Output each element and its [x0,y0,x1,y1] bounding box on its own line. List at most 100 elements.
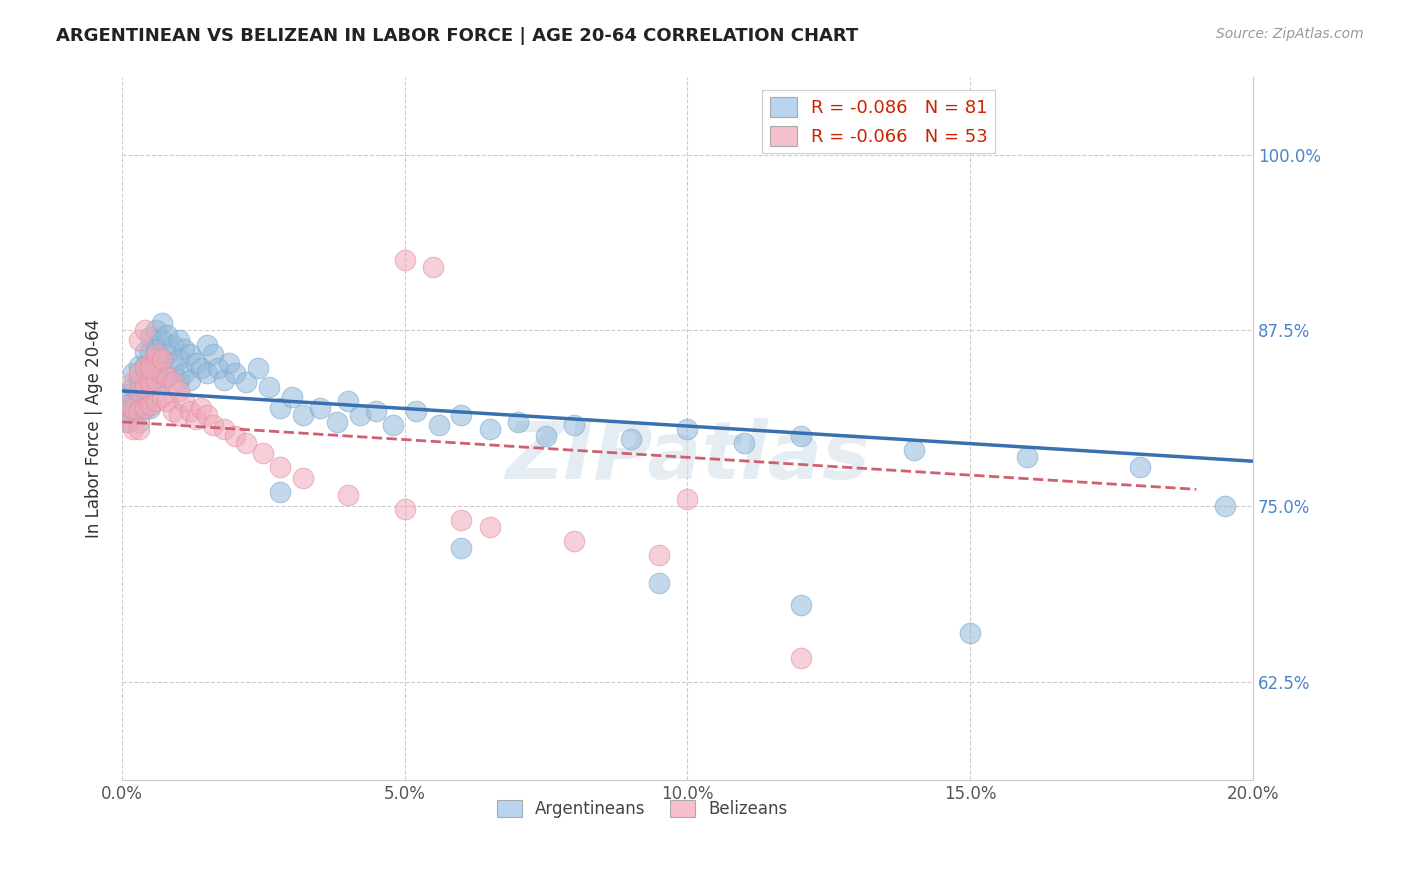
Point [201,347,224,361]
Point [280,390,302,404]
Point [122,401,145,415]
Point [450,541,472,556]
Point [1129,459,1152,474]
Text: Source: ZipAtlas.com: Source: ZipAtlas.com [1216,27,1364,41]
Point [134,361,156,376]
Point [128,415,150,429]
Point [150,351,173,366]
Point [139,380,162,394]
Point [128,422,150,436]
Point [139,376,162,390]
Point [122,422,145,436]
Point [534,429,557,443]
Point [179,403,201,417]
Y-axis label: In Labor Force | Age 20-64: In Labor Force | Age 20-64 [86,319,103,539]
Point [309,401,332,415]
Point [478,520,501,534]
Point [450,513,472,527]
Point [156,347,179,361]
Point [134,380,156,394]
Point [134,323,156,337]
Point [179,373,201,387]
Point [150,366,173,380]
Point [128,401,150,415]
Point [117,398,139,412]
Point [252,446,274,460]
Point [128,386,150,401]
Point [128,334,150,348]
Point [150,317,173,331]
Point [422,260,444,275]
Point [450,408,472,422]
Point [269,459,291,474]
Point [291,408,314,422]
Point [128,384,150,398]
Point [224,366,246,380]
Point [1015,450,1038,464]
Point [173,342,195,356]
Point [789,651,811,665]
Point [162,376,184,390]
Point [195,408,218,422]
Point [117,401,139,415]
Point [139,356,162,370]
Point [733,436,755,450]
Point [337,488,360,502]
Point [134,359,156,373]
Point [128,403,150,417]
Point [139,366,162,380]
Point [122,376,145,390]
Point [218,356,240,370]
Text: ARGENTINEAN VS BELIZEAN IN LABOR FORCE | AGE 20-64 CORRELATION CHART: ARGENTINEAN VS BELIZEAN IN LABOR FORCE |… [56,27,859,45]
Point [162,337,184,351]
Point [117,415,139,429]
Point [122,366,145,380]
Point [620,432,643,446]
Point [190,401,212,415]
Point [117,386,139,401]
Point [224,429,246,443]
Point [506,415,529,429]
Point [156,369,179,384]
Point [134,401,156,415]
Point [269,401,291,415]
Point [427,417,450,432]
Point [145,342,167,356]
Point [903,442,925,457]
Point [122,393,145,408]
Point [117,415,139,429]
Point [128,373,150,387]
Point [789,598,811,612]
Point [139,344,162,359]
Point [139,398,162,412]
Point [145,323,167,337]
Point [366,403,388,417]
Point [162,403,184,417]
Point [269,485,291,500]
Point [326,415,349,429]
Point [150,373,173,387]
Point [167,334,190,348]
Point [478,422,501,436]
Point [394,502,416,516]
Point [789,429,811,443]
Point [156,393,179,408]
Point [128,366,150,380]
Point [405,403,427,417]
Point [150,390,173,404]
Point [173,393,195,408]
Point [134,344,156,359]
Point [134,380,156,394]
Point [235,436,257,450]
Point [150,334,173,348]
Point [139,361,162,376]
Point [145,393,167,408]
Point [145,366,167,380]
Point [291,471,314,485]
Point [564,417,586,432]
Point [173,366,195,380]
Point [207,361,229,376]
Point [648,549,671,563]
Point [382,417,405,432]
Point [156,327,179,342]
